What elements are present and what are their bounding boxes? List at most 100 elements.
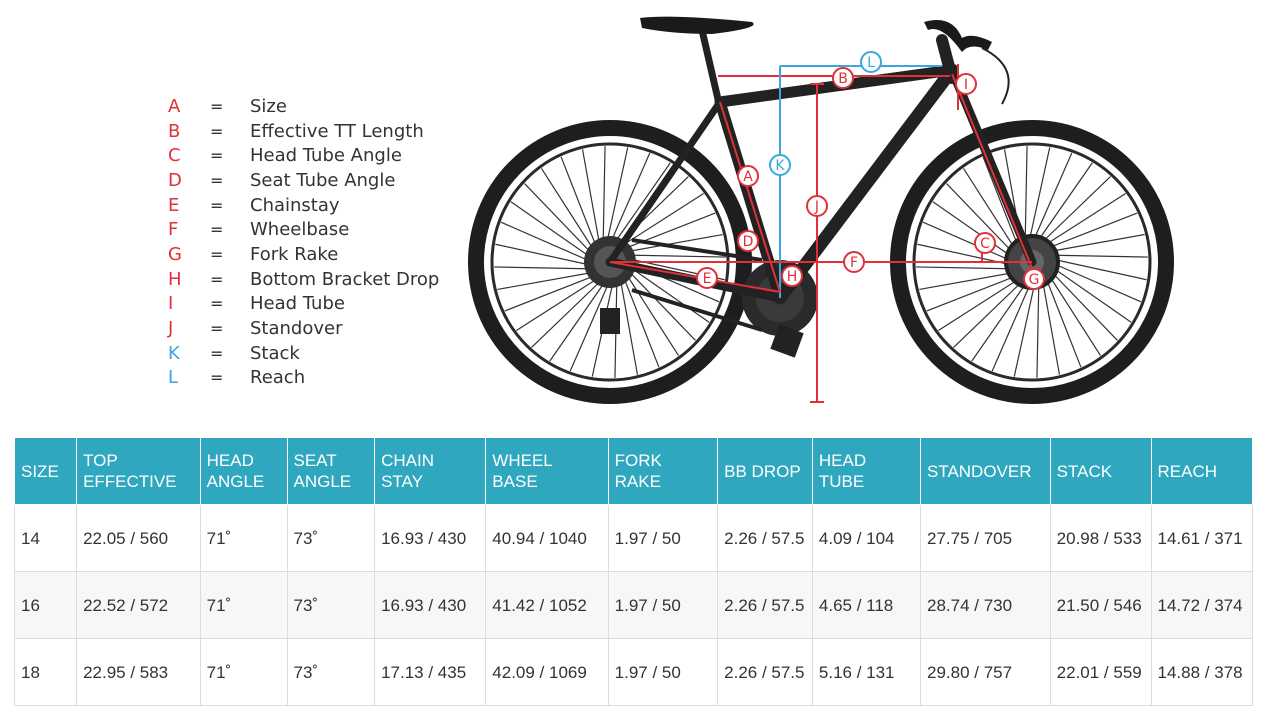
- marker-label: K: [775, 158, 785, 174]
- table-row: 18 22.95 / 583 71˚ 73˚ 17.13 / 435 42.09 / 10…: [13, 638, 1254, 706]
- legend-letter: D: [168, 169, 182, 191]
- legend-label: Reach: [250, 367, 306, 389]
- column-header-text: FORK RAKE: [614, 451, 662, 491]
- column-header-text: HEAD TUBE: [818, 451, 867, 491]
- legend-label: Head Tube Angle: [250, 145, 402, 167]
- table-cell: 16.93 / 430: [374, 571, 487, 639]
- table-cell: 28.74 / 730: [919, 571, 1051, 639]
- legend-letter: A: [168, 95, 181, 117]
- table-cell: 73˚: [286, 638, 376, 706]
- marker-d: D: [737, 230, 759, 252]
- legend-item: C = Head Tube Angle: [168, 143, 439, 168]
- marker-label: J: [814, 199, 819, 215]
- marker-h: H: [781, 265, 803, 287]
- marker-e: E: [696, 267, 718, 289]
- column-header-text: TOP: [83, 451, 118, 470]
- legend-letter: G: [168, 243, 182, 265]
- legend-equals: =: [210, 368, 224, 388]
- legend-equals: =: [210, 319, 224, 339]
- table-cell: 71˚: [199, 504, 288, 572]
- legend-equals: =: [210, 269, 224, 289]
- legend-label: Size: [250, 95, 287, 117]
- legend-item: K = Stack: [168, 341, 439, 366]
- marker-g: G: [1023, 268, 1045, 290]
- legend-label: Fork Rake: [250, 243, 339, 265]
- legend-equals: =: [210, 294, 224, 314]
- saddle: [640, 16, 754, 34]
- legend-label: Chainstay: [250, 194, 340, 216]
- column-header: STANDOVER: [919, 437, 1051, 505]
- column-header: SIZE: [13, 437, 78, 505]
- table-cell: 2.26 / 57.5: [717, 571, 813, 639]
- table-cell: 40.94 / 1040: [485, 504, 609, 572]
- column-header-text: BB DROP: [724, 461, 801, 481]
- column-header: HEAD ANGLE: [199, 437, 288, 505]
- table-cell: 22.52 / 572: [76, 571, 201, 639]
- column-header-text: ANGLE: [206, 472, 265, 491]
- legend-letter: B: [168, 120, 181, 142]
- marker-label: D: [743, 234, 754, 250]
- legend-item: A = Size: [168, 94, 439, 119]
- column-header-text: HEAD: [206, 451, 254, 470]
- legend-letter: K: [168, 342, 180, 364]
- table-cell: 2.26 / 57.5: [717, 504, 813, 572]
- marker-b: B: [832, 67, 854, 89]
- legend-item: L = Reach: [168, 366, 439, 391]
- column-header: SEAT ANGLE: [286, 437, 376, 505]
- geometry-table: SIZE TOP EFFECTIVE HEAD ANGLE SEAT ANGLE CHAIN …: [13, 437, 1254, 706]
- marker-l: L: [860, 51, 882, 73]
- marker-label: F: [850, 255, 858, 271]
- marker-j: J: [806, 195, 828, 217]
- legend-letter: H: [168, 268, 182, 290]
- marker-c: C: [974, 232, 996, 254]
- marker-label: B: [838, 71, 848, 87]
- legend-equals: =: [210, 343, 224, 363]
- legend-letter: E: [168, 194, 180, 216]
- table-cell: 14.72 / 374: [1150, 571, 1254, 639]
- column-header-text: ANGLE: [293, 472, 352, 491]
- legend-label: Effective TT Length: [250, 120, 424, 142]
- marker-label: I: [964, 77, 968, 93]
- marker-label: E: [703, 271, 712, 287]
- legend-item: B = Effective TT Length: [168, 119, 439, 144]
- table-row: 16 22.52 / 572 71˚ 73˚ 16.93 / 430 41.42 / 10…: [13, 571, 1254, 639]
- column-header: CHAIN STAY: [374, 437, 487, 505]
- legend-item: D = Seat Tube Angle: [168, 168, 439, 193]
- marker-label: C: [980, 236, 990, 252]
- column-header: HEAD TUBE: [811, 437, 921, 505]
- legend-label: Bottom Bracket Drop: [250, 268, 440, 290]
- legend-item: F = Wheelbase: [168, 217, 439, 242]
- legend-equals: =: [210, 195, 224, 215]
- table-cell: 71˚: [199, 571, 288, 639]
- table-cell: 4.09 / 104: [811, 504, 921, 572]
- column-header: BB DROP: [717, 437, 813, 505]
- handlebar: [924, 20, 992, 52]
- geometry-legend: A = Size B = Effective TT Length C = Head Tube A…: [168, 94, 439, 390]
- marker-f: F: [843, 251, 865, 273]
- table-cell: 29.80 / 757: [919, 638, 1051, 706]
- legend-equals: =: [210, 170, 224, 190]
- table-cell: 27.75 / 705: [919, 504, 1051, 572]
- marker-k: K: [769, 154, 791, 176]
- marker-i: I: [955, 73, 977, 95]
- table-cell: 73˚: [286, 571, 376, 639]
- table-cell: 5.16 / 131: [811, 638, 921, 706]
- table-cell: 14.88 / 378: [1150, 638, 1254, 706]
- marker-a: A: [737, 165, 759, 187]
- legend-equals: =: [210, 96, 224, 116]
- legend-letter: C: [168, 145, 181, 167]
- column-header: TOP EFFECTIVE: [76, 437, 201, 505]
- column-header-text: SIZE: [21, 461, 59, 481]
- column-header-text: STANDOVER: [926, 461, 1032, 481]
- marker-label: G: [1029, 272, 1040, 288]
- table-cell: 20.98 / 533: [1049, 504, 1152, 572]
- legend-label: Stack: [250, 342, 300, 364]
- legend-equals: =: [210, 244, 224, 264]
- legend-letter: J: [168, 318, 174, 340]
- legend-label: Wheelbase: [250, 219, 350, 241]
- table-cell: 1.97 / 50: [607, 571, 719, 639]
- table-cell: 1.97 / 50: [607, 504, 719, 572]
- legend-label: Seat Tube Angle: [250, 169, 396, 191]
- marker-label: A: [743, 169, 753, 185]
- table-cell: 21.50 / 546: [1049, 571, 1152, 639]
